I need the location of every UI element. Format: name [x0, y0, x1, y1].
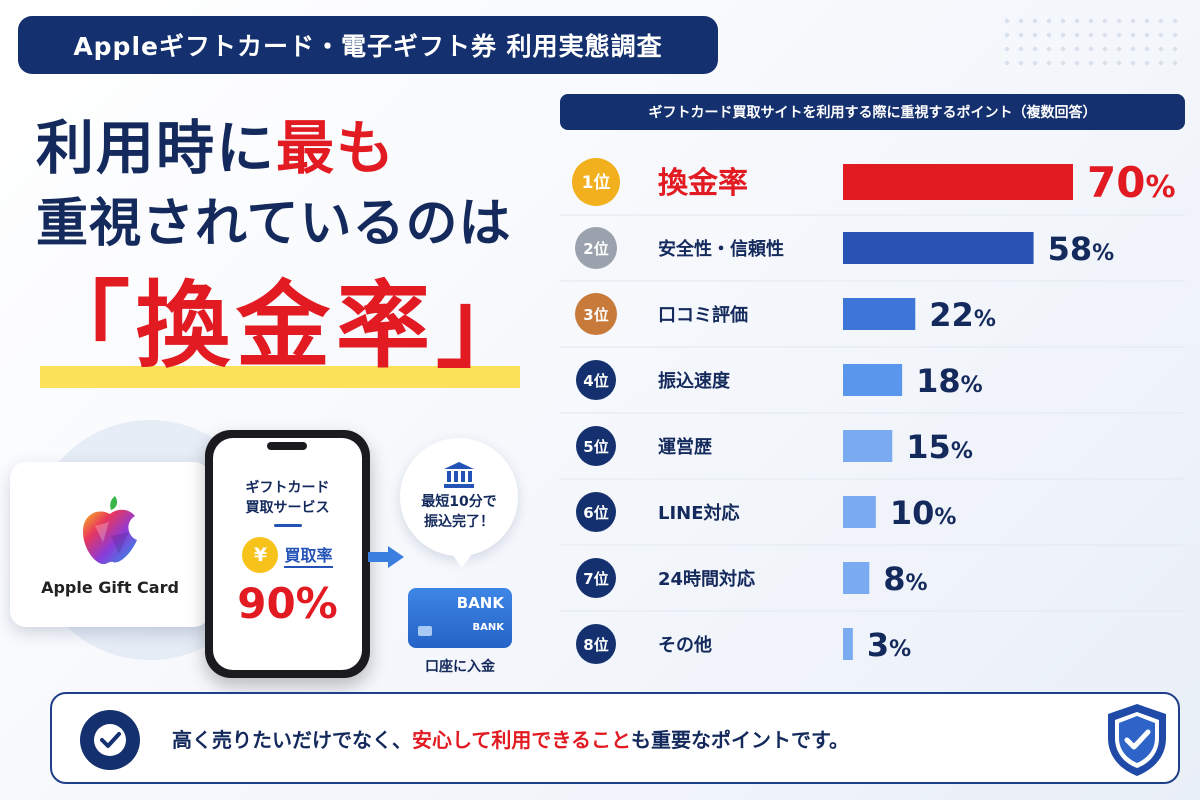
rank-badge [575, 227, 617, 269]
value-label: 18% [916, 362, 983, 400]
category-label: 24時間対応 [658, 568, 755, 590]
rank-label: 6位 [583, 504, 608, 522]
category-label: 換金率 [658, 166, 748, 201]
speech-bubble: 最短10分で 振込完了！ [400, 438, 518, 568]
rank-badge [576, 624, 616, 664]
bubble-line-1: 最短10分で [421, 494, 497, 510]
bank-building-icon [444, 462, 474, 488]
headline-line1: 利用時に最も [36, 110, 556, 186]
rank-label: 4位 [583, 372, 608, 390]
bar [843, 562, 870, 594]
value-label: 58% [1048, 230, 1115, 268]
rank-badge [576, 558, 616, 598]
headline-line1-b: 最も [276, 114, 397, 182]
yen-coin-icon: ¥ [242, 537, 279, 573]
category-label: 振込速度 [658, 370, 731, 392]
value-label: 15% [906, 428, 973, 466]
rank-label: 7位 [583, 570, 608, 588]
shield-check-icon [1108, 704, 1166, 776]
speech-bubble-tail [452, 554, 472, 568]
bank-card-text: BANK [456, 594, 504, 612]
rank-label: 1位 [582, 172, 611, 193]
value-label: 22% [929, 296, 996, 334]
category-label: その他 [658, 634, 712, 656]
phone-notch [267, 442, 307, 450]
rank-label: 2位 [583, 240, 608, 258]
bank-card-chip [418, 626, 432, 636]
category-label: 口コミ評価 [658, 304, 748, 326]
survey-title-banner: Appleギフトカード・電子ギフト券 利用実態調査 [18, 16, 718, 74]
ranking-bar-chart: 1位 換金率 70% 2位 安全性・信頼性 58% 3位 口コミ評価 22% 4位 振込速度 18% 5… [560, 158, 1185, 664]
bar [843, 298, 916, 330]
bottom-message-b: 安心して利用できること [412, 728, 631, 752]
headline-line3-text: 「換金率」 [36, 272, 537, 381]
bar [843, 232, 1034, 264]
rank-badge [576, 492, 616, 532]
value-label: 3% [867, 626, 911, 664]
chat-check-icon [80, 710, 140, 770]
decorative-dots [1000, 14, 1180, 74]
chart-title: ギフトカード買取サイトを利用する際に重視するポイント（複数回答） [560, 94, 1185, 130]
bottom-message-c: も重要なポイントです。 [631, 728, 849, 752]
bank-card: BANK BANK [408, 588, 512, 648]
category-label: 運営歴 [658, 436, 712, 458]
value-label: 70% [1087, 158, 1176, 207]
rank-label: 8位 [583, 636, 608, 654]
rank-badge [576, 360, 616, 400]
highlight-underline [40, 366, 520, 388]
phone-title-1: ギフトカード [245, 480, 330, 496]
bar [843, 628, 853, 660]
bar [843, 430, 893, 462]
bubble-line-2: 振込完了！ [423, 514, 494, 530]
rank-label: 5位 [583, 438, 608, 456]
bank-card-text-small: BANK [472, 622, 504, 633]
phone-screen: ギフトカード 買取サービス ¥ 買取率 90% [213, 438, 362, 670]
arrow-right-icon [368, 546, 404, 568]
gift-card-label: Apple Gift Card [41, 578, 179, 597]
rate-value: 90% [237, 579, 338, 628]
bank-deposit-label: 口座に入金 [425, 659, 495, 675]
category-label: LINE対応 [658, 502, 740, 524]
bottom-message-bar: 高く売りたいだけでなく、安心して利用できることも重要なポイントです。 [50, 692, 1180, 784]
rate-label: 買取率 [284, 542, 333, 568]
rank-badge [575, 293, 617, 335]
bottom-message-a: 高く売りたいだけでなく、 [172, 728, 412, 752]
value-label: 10% [890, 494, 957, 532]
rank-badge [576, 426, 616, 466]
phone-title-underline [273, 524, 302, 527]
bar [843, 164, 1073, 200]
headline-line2: 重視されているのは [36, 194, 512, 254]
category-label: 安全性・信頼性 [658, 238, 784, 260]
bubble-text: 最短10分で 振込完了！ [421, 492, 496, 532]
headline: 利用時に最も 重視されているのは 「換金率」 [36, 110, 556, 388]
headline-line1-a: 利用時に [36, 114, 277, 182]
bottom-message: 高く売りたいだけでなく、安心して利用できることも重要なポイントです。 [172, 724, 849, 753]
rank-badge [572, 158, 620, 206]
apple-gift-card: Apple Gift Card [10, 462, 210, 627]
phone-title-2: 買取サービス [245, 500, 330, 516]
value-label: 8% [883, 560, 927, 598]
survey-title: Appleギフトカード・電子ギフト券 利用実態調査 [73, 32, 663, 61]
phone-mockup: ギフトカード 買取サービス ¥ 買取率 90% [205, 430, 370, 678]
rank-label: 3位 [583, 306, 608, 324]
apple-logo-icon [83, 496, 137, 565]
bar [843, 364, 903, 396]
bar [843, 496, 876, 528]
rate-row: ¥ 買取率 [242, 537, 333, 573]
headline-line3: 「換金率」 [36, 268, 530, 388]
